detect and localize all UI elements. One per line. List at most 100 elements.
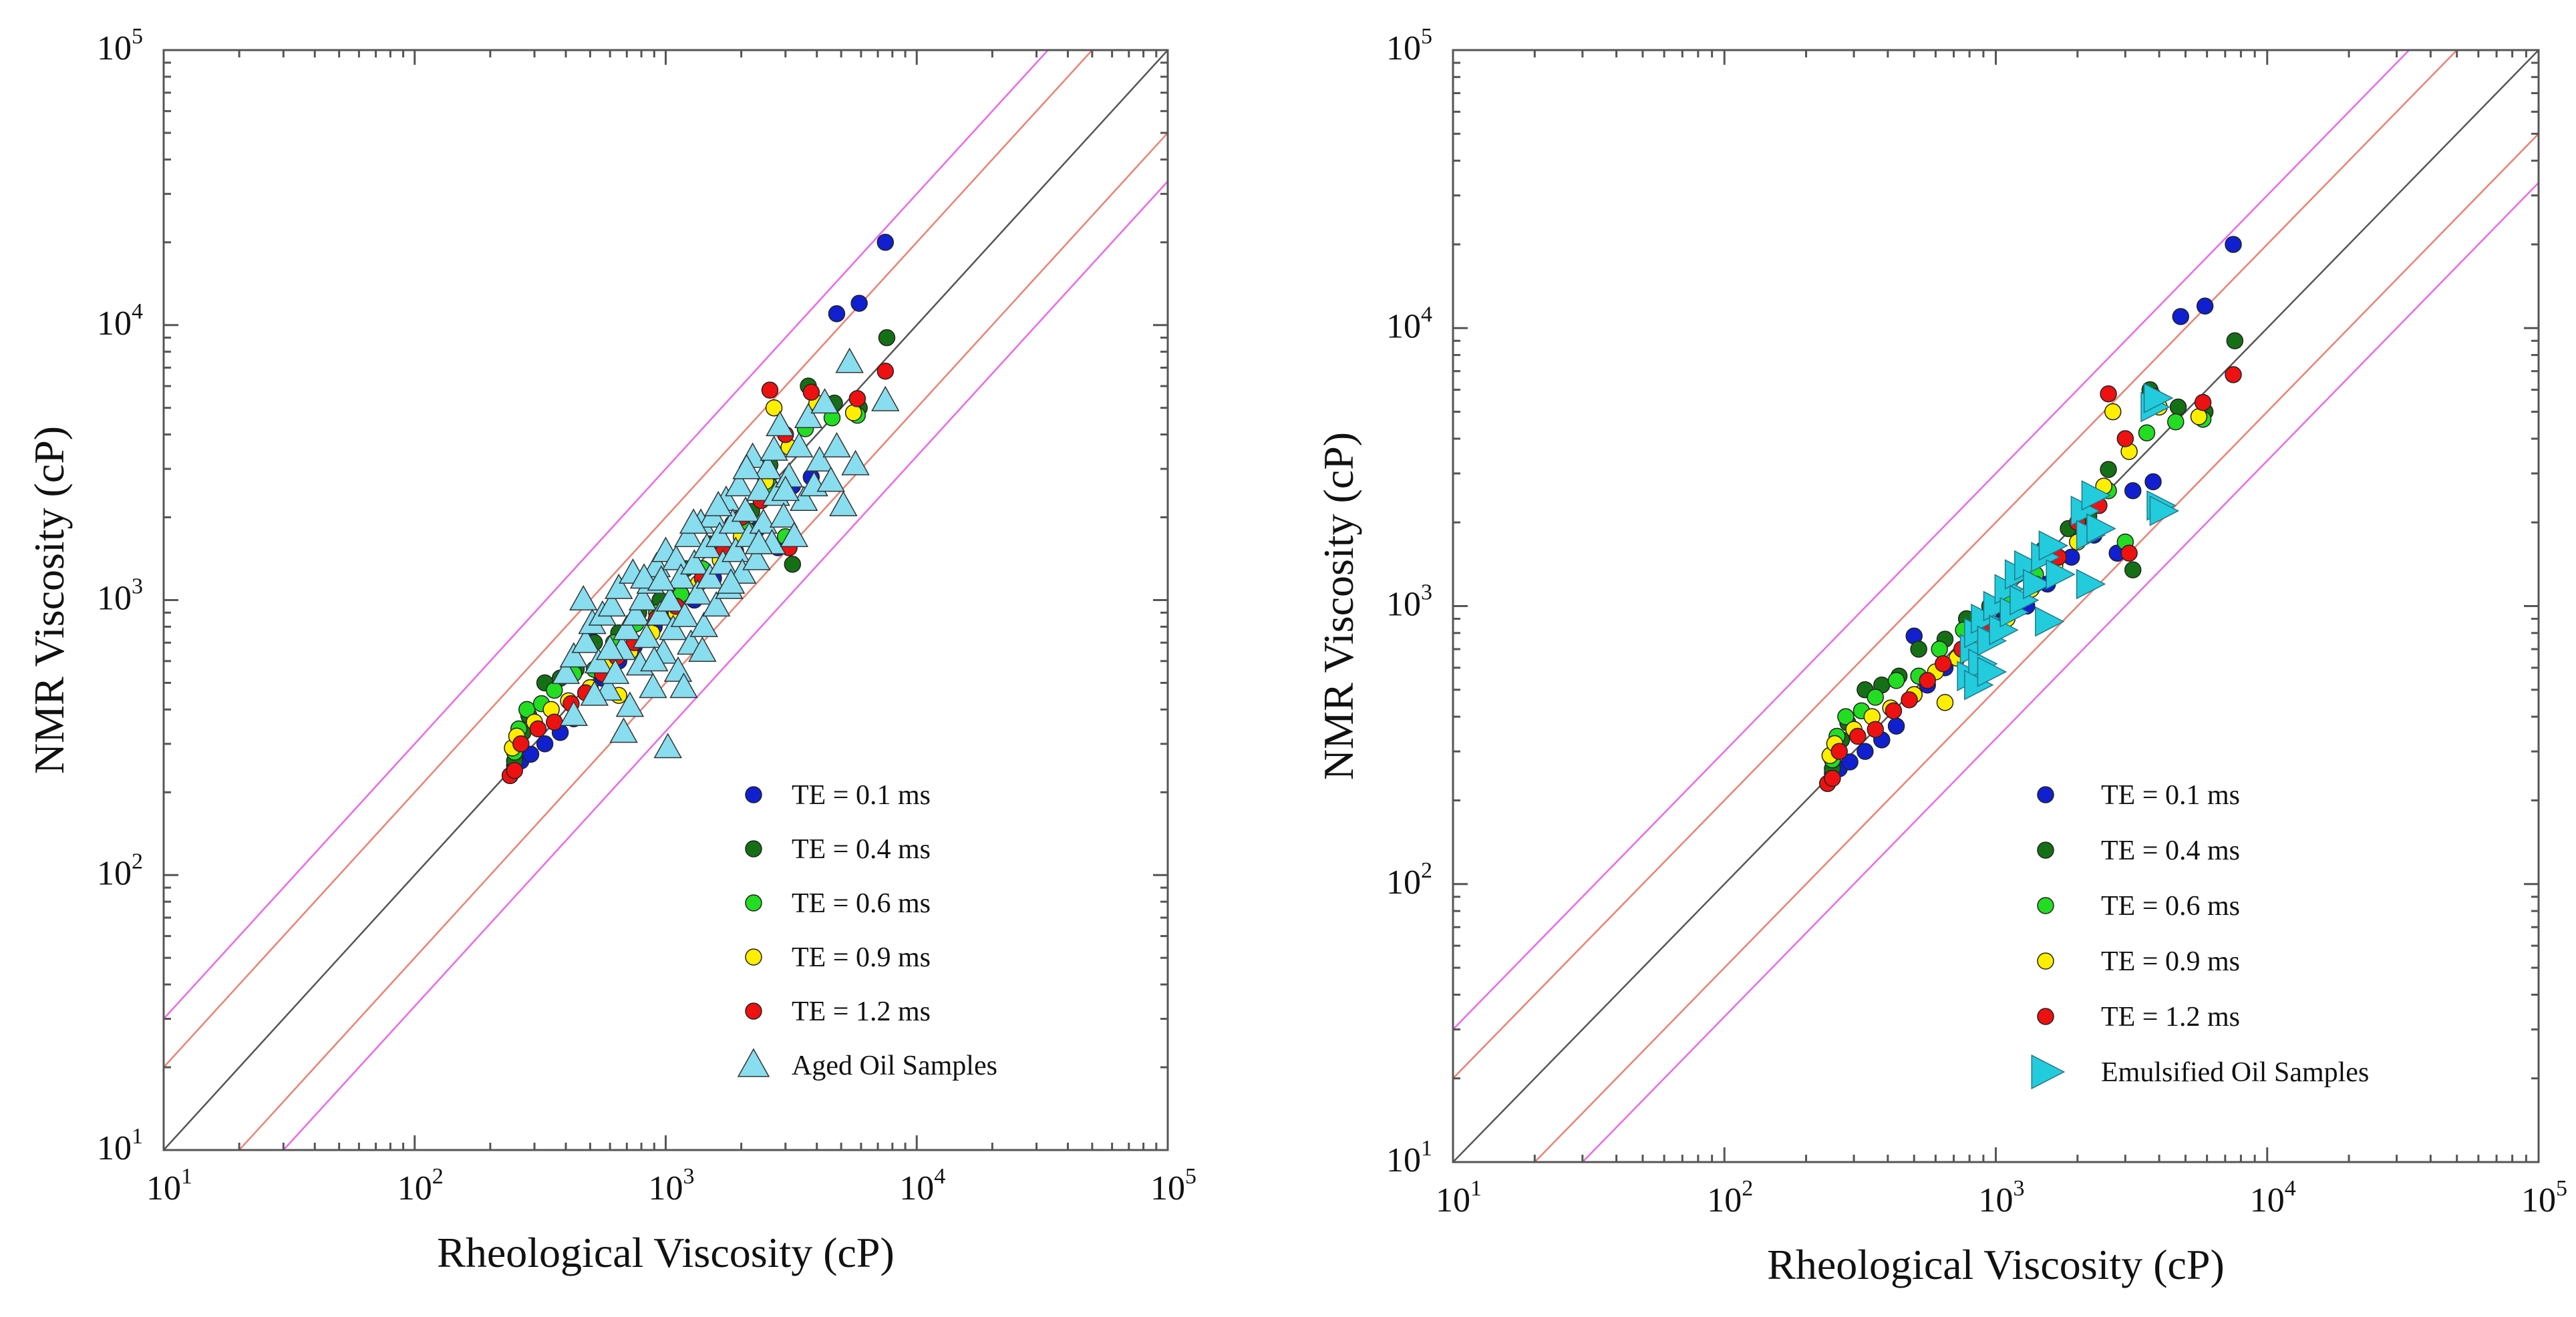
- data-point: [1885, 702, 1903, 720]
- data-points: [1818, 236, 2244, 792]
- data-point: [742, 544, 771, 570]
- data-point: [2190, 408, 2208, 425]
- data-point: [765, 399, 783, 417]
- data-point: [725, 471, 754, 497]
- data-point: [1867, 689, 1884, 706]
- data-point: [784, 556, 802, 573]
- y-tick-label: 105: [1386, 24, 1432, 67]
- data-point: [876, 234, 895, 251]
- data-point: [683, 579, 712, 605]
- y-tick-label: 102: [97, 849, 143, 892]
- reference-line-x2: [164, 50, 1094, 1068]
- reference-line-x0.5: [1533, 133, 2539, 1162]
- legend-marker: [2037, 1008, 2054, 1025]
- y-tick-label: 102: [1386, 858, 1432, 902]
- chart-emulsified-oil: 101 102 103 104 105 101 102 103 104 105 Rheologica…: [1315, 24, 2567, 1288]
- data-point: [1837, 708, 1855, 725]
- data-point: [2081, 480, 2112, 511]
- axis-ticks: [1452, 50, 2539, 1163]
- data-point: [2104, 403, 2122, 421]
- data-point: [701, 591, 731, 617]
- data-point: [721, 536, 750, 562]
- data-point: [2116, 430, 2134, 447]
- data-point: [2023, 568, 2053, 600]
- data-point: [794, 403, 823, 429]
- data-point: [878, 329, 896, 347]
- x-tick-label: 105: [1150, 1164, 1196, 1207]
- data-point: [595, 634, 625, 661]
- legend-label: TE = 0.4 ms: [792, 834, 931, 865]
- data-point: [2143, 383, 2174, 413]
- data-point: [2149, 496, 2180, 526]
- legend-label: TE = 0.6 ms: [2101, 891, 2240, 922]
- data-point: [546, 681, 563, 699]
- y-tick-label: 103: [97, 574, 143, 618]
- series-5: [1957, 383, 2180, 701]
- data-point: [659, 614, 687, 640]
- data-point: [529, 720, 547, 738]
- data-point: [876, 362, 895, 380]
- data-point: [680, 549, 709, 575]
- legend-label: TE = 1.2 ms: [2101, 1002, 2240, 1032]
- data-point: [1919, 672, 1936, 689]
- x-tick-label: 104: [2250, 1176, 2296, 1219]
- legend-marker: [2037, 786, 2054, 803]
- data-point: [632, 622, 661, 648]
- legend: TE = 0.1 ms TE = 0.4 ms TE = 0.6 ms TE = 0.…: [2031, 780, 2369, 1090]
- legend-label: Aged Oil Samples: [792, 1051, 997, 1081]
- data-point: [667, 563, 695, 589]
- data-point: [2225, 236, 2242, 253]
- data-point: [2086, 513, 2116, 544]
- data-point: [744, 528, 774, 554]
- data-point: [647, 565, 676, 591]
- chart-aged-oil: 101 102 103 104 105 101 102 103 104 105 Rheologica…: [25, 24, 1196, 1276]
- data-point: [674, 522, 703, 548]
- data-point: [848, 390, 866, 407]
- data-point: [2194, 393, 2212, 411]
- legend-marker: [745, 786, 762, 803]
- data-point: [689, 611, 718, 637]
- reference-line-x2: [1453, 50, 2458, 1079]
- reference-lines: [1453, 50, 2539, 1162]
- reference-line-x3: [1453, 50, 2410, 1030]
- reference-lines: [164, 50, 1168, 1150]
- reference-line-x0.333: [1581, 182, 2539, 1162]
- data-point: [2226, 332, 2244, 350]
- reference-line-x0.333: [282, 180, 1168, 1150]
- data-point: [601, 658, 630, 685]
- data-point: [604, 573, 633, 599]
- data-point: [1977, 656, 2007, 687]
- data-point: [761, 381, 779, 399]
- data-point: [746, 476, 775, 502]
- x-tick-label: 104: [899, 1164, 945, 1207]
- data-point: [688, 636, 717, 662]
- x-axis-title: Rheological Viscosity (cP): [437, 1229, 895, 1276]
- data-point: [2124, 482, 2142, 500]
- legend-label: TE = 1.2 ms: [792, 996, 931, 1027]
- data-point: [2124, 561, 2142, 578]
- data-point: [518, 701, 536, 719]
- data-point: [2076, 568, 2106, 600]
- legend-label: Emulsified Oil Samples: [2101, 1057, 2369, 1088]
- data-point: [580, 680, 609, 706]
- data-point: [780, 522, 809, 548]
- legend-marker: [745, 894, 762, 912]
- data-point: [771, 476, 800, 502]
- data-point: [512, 735, 530, 753]
- data-point: [670, 601, 699, 627]
- data-point: [2100, 461, 2117, 478]
- data-point: [2038, 530, 2069, 561]
- legend-marker: [745, 840, 762, 858]
- y-tick-label: 103: [1386, 580, 1432, 624]
- data-point: [645, 600, 675, 626]
- data-point: [661, 544, 691, 570]
- data-point: [615, 691, 645, 717]
- x-tick-label: 101: [1436, 1176, 1482, 1219]
- x-tick-label: 103: [649, 1164, 695, 1207]
- x-tick-label: 103: [1979, 1176, 2025, 1219]
- series-5: [551, 347, 900, 759]
- data-point: [536, 735, 554, 753]
- data-point: [2035, 606, 2065, 637]
- y-axis-title: NMR Viscosity (cP): [25, 426, 73, 774]
